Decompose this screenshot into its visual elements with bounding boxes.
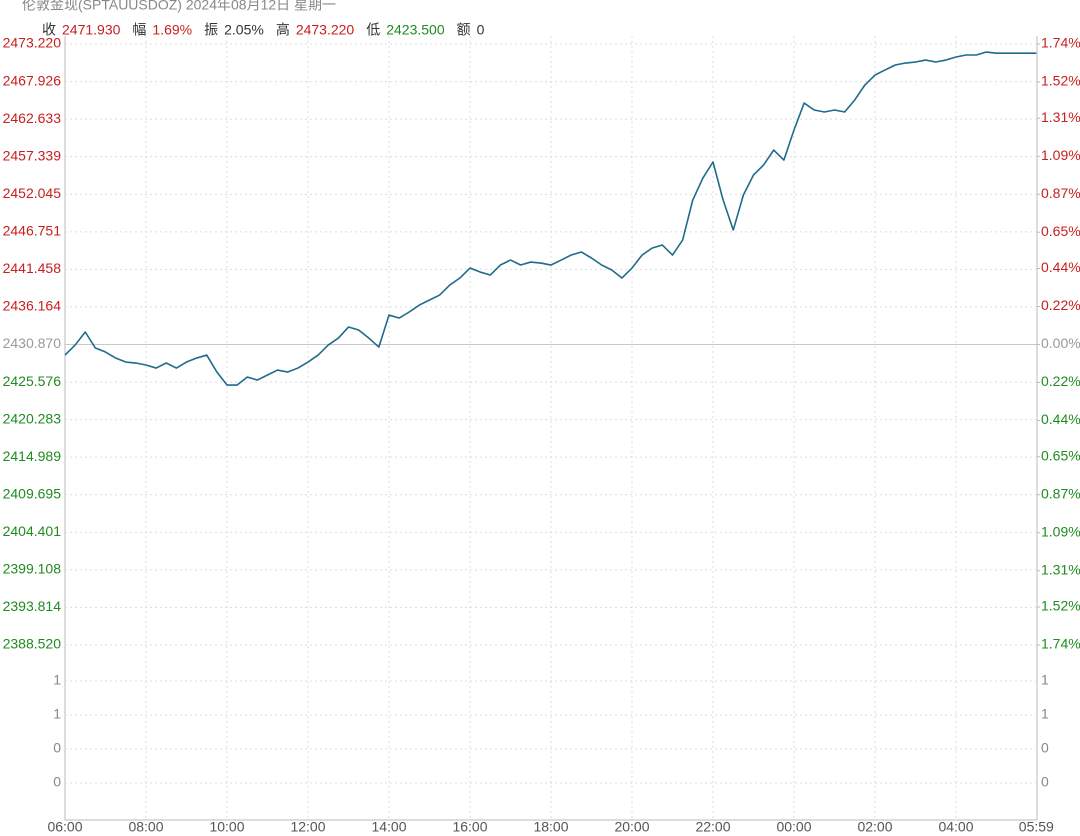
stat-value: 2423.500 xyxy=(386,22,445,38)
volume-tick-label: 0 xyxy=(53,774,61,790)
stat-value: 1.69% xyxy=(152,22,192,38)
y2-tick-label: 0.65% xyxy=(1041,447,1080,463)
volume-tick-label: 1 xyxy=(1041,672,1049,688)
y-tick-label: 2452.045 xyxy=(3,185,62,201)
y2-tick-label: 0.87% xyxy=(1041,485,1080,501)
volume-tick-label: 1 xyxy=(53,706,61,722)
y-tick-label: 2462.633 xyxy=(3,110,62,126)
y-tick-label: 2404.401 xyxy=(3,523,62,539)
y2-tick-label: 0.22% xyxy=(1041,297,1080,313)
y2-tick-label: 0.22% xyxy=(1041,373,1080,389)
y-tick-label: 2467.926 xyxy=(3,72,62,88)
x-tick-label: 00:00 xyxy=(776,819,811,835)
volume-tick-label: 0 xyxy=(1041,774,1049,790)
volume-tick-label: 0 xyxy=(53,740,61,756)
y-tick-label: 2446.751 xyxy=(3,223,62,239)
stat-label: 低 xyxy=(366,22,380,38)
stat-label: 振 xyxy=(204,22,218,38)
x-tick-label: 12:00 xyxy=(290,819,325,835)
y-tick-label: 2425.576 xyxy=(3,373,62,389)
y-tick-label: 2388.520 xyxy=(3,636,62,652)
y-tick-label: 2409.695 xyxy=(3,485,62,501)
x-tick-label: 05:59 xyxy=(1019,819,1054,835)
x-tick-label: 10:00 xyxy=(209,819,244,835)
y2-tick-label: 1.52% xyxy=(1041,598,1080,614)
x-tick-label: 14:00 xyxy=(371,819,406,835)
stat-label: 高 xyxy=(276,22,290,38)
x-tick-label: 04:00 xyxy=(938,819,973,835)
y2-tick-label: 1.09% xyxy=(1041,147,1080,163)
y-tick-label: 2430.870 xyxy=(3,335,62,351)
stat-value: 2.05% xyxy=(224,22,264,38)
y-tick-label: 2399.108 xyxy=(3,561,62,577)
stat-label: 幅 xyxy=(132,22,146,38)
y-tick-label: 2473.220 xyxy=(3,35,62,51)
y-tick-label: 2457.339 xyxy=(3,147,62,163)
stat-value: 2471.930 xyxy=(62,22,121,38)
stat-value: 2473.220 xyxy=(296,22,355,38)
x-tick-label: 08:00 xyxy=(128,819,163,835)
y-tick-label: 2414.989 xyxy=(3,448,62,464)
price-line xyxy=(64,51,1037,386)
stat-label: 收 xyxy=(42,22,56,38)
y2-tick-label: 1.52% xyxy=(1041,73,1080,89)
volume-tick-label: 1 xyxy=(1041,706,1049,722)
y-tick-label: 2441.458 xyxy=(3,260,62,276)
y2-tick-label: 0.44% xyxy=(1041,259,1080,275)
volume-tick-label: 1 xyxy=(53,672,61,688)
y-tick-label: 2436.164 xyxy=(3,298,62,314)
x-tick-label: 16:00 xyxy=(452,819,487,835)
y2-tick-label: 1.31% xyxy=(1041,109,1080,125)
y-tick-label: 2393.814 xyxy=(3,598,62,614)
x-tick-label: 02:00 xyxy=(857,819,892,835)
volume-tick-label: 0 xyxy=(1041,740,1049,756)
y2-tick-label: 1.74% xyxy=(1041,35,1080,51)
y2-tick-label: 1.09% xyxy=(1041,523,1080,539)
x-tick-label: 06:00 xyxy=(47,819,82,835)
stat-value: 0 xyxy=(477,22,485,38)
y2-tick-label: 0.65% xyxy=(1041,223,1080,239)
y-tick-label: 2420.283 xyxy=(3,410,62,426)
chart-title: 伦敦金现(SPTAUUSDOZ) 2024年08月12日 星期一 xyxy=(22,0,336,13)
x-tick-label: 22:00 xyxy=(695,819,730,835)
y2-tick-label: 0.87% xyxy=(1041,185,1080,201)
y2-tick-label: 0.00% xyxy=(1041,335,1080,351)
stat-label: 额 xyxy=(457,22,471,38)
x-tick-label: 18:00 xyxy=(533,819,568,835)
y2-tick-label: 1.74% xyxy=(1041,636,1080,652)
y2-tick-label: 0.44% xyxy=(1041,411,1080,427)
x-tick-label: 20:00 xyxy=(614,819,649,835)
y2-tick-label: 1.31% xyxy=(1041,561,1080,577)
